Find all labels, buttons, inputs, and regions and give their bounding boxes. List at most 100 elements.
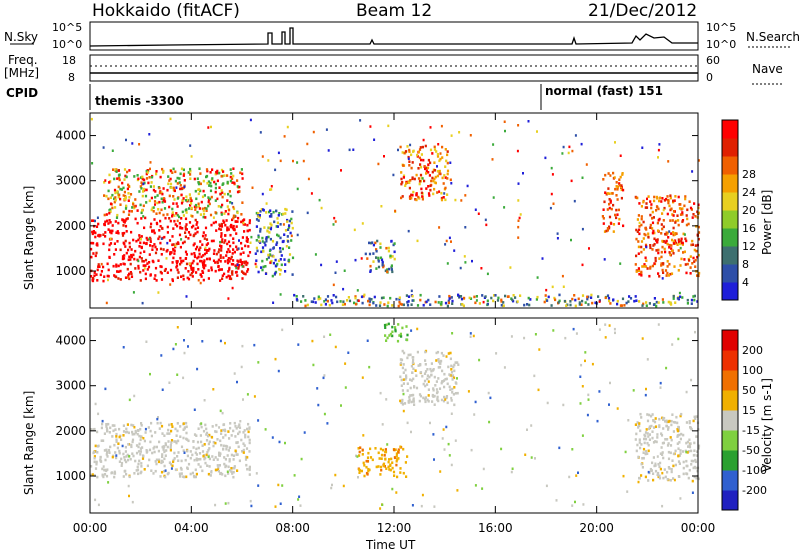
range-cell: [212, 458, 215, 461]
range-cell: [447, 299, 450, 303]
range-cell: [258, 216, 261, 219]
range-cell: [232, 259, 235, 262]
range-cell: [145, 201, 148, 204]
range-cell: [440, 359, 443, 363]
range-cell: [190, 214, 193, 217]
range-cell: [646, 432, 649, 435]
range-cell: [173, 457, 176, 460]
range-cell: [237, 432, 240, 436]
range-cell: [154, 274, 157, 277]
range-cell: [169, 448, 172, 452]
range-cell: [614, 213, 617, 217]
range-cell: [177, 451, 180, 454]
range-cell: [200, 200, 203, 204]
range-cell: [690, 302, 693, 305]
range-cell: [231, 286, 234, 290]
range-cell: [413, 177, 416, 181]
range-cell: [219, 192, 222, 196]
range-cell: [245, 236, 248, 239]
range-cell: [433, 403, 436, 406]
range-cell: [419, 394, 422, 398]
range-cell: [394, 328, 397, 332]
range-cell: [361, 453, 364, 456]
range-cell: [96, 244, 99, 247]
range-cell: [680, 412, 683, 416]
range-cell: [244, 244, 247, 248]
range-cell: [432, 388, 435, 392]
range-cell: [407, 295, 411, 298]
range-cell: [662, 219, 665, 222]
range-cell: [335, 260, 338, 263]
range-cell: [310, 192, 313, 195]
range-cell: [424, 350, 427, 354]
range-cell: [205, 431, 209, 435]
range-cell: [450, 399, 453, 402]
velocity-colorbar-label: Velocity [m s-1]: [760, 378, 774, 472]
range-cell: [676, 243, 679, 246]
range-cell: [640, 462, 643, 466]
range-cell: [610, 207, 613, 211]
range-cell: [399, 302, 402, 306]
range-cell: [636, 421, 639, 424]
range-cell: [125, 217, 128, 221]
range-cell: [282, 223, 285, 226]
range-cell: [92, 219, 95, 222]
range-cell: [137, 450, 141, 453]
range-cell: [660, 255, 663, 259]
range-cell: [586, 413, 589, 417]
range-cell: [110, 231, 113, 235]
range-cell: [438, 387, 442, 390]
range-cell: [221, 411, 224, 415]
range-cell: [640, 223, 643, 227]
range-cell: [647, 232, 650, 236]
range-cell: [181, 241, 185, 245]
range-cell: [263, 241, 266, 244]
range-cell: [304, 304, 307, 308]
range-cell: [434, 300, 437, 304]
range-cell: [353, 301, 356, 305]
range-cell: [667, 300, 670, 304]
range-cell: [143, 178, 146, 182]
range-cell: [240, 438, 243, 442]
range-cell: [667, 160, 670, 163]
range-cell: [316, 387, 319, 390]
range-cell: [377, 451, 380, 455]
range-cell: [295, 298, 298, 301]
range-cell: [450, 371, 454, 374]
range-cell: [248, 450, 251, 453]
range-cell: [220, 443, 223, 447]
range-cell: [379, 447, 382, 451]
range-cell: [224, 429, 227, 433]
range-cell: [195, 453, 198, 456]
range-cell: [437, 358, 440, 361]
range-cell: [192, 243, 195, 247]
range-cell: [109, 221, 112, 224]
range-cell: [673, 265, 676, 268]
range-cell: [429, 367, 432, 371]
range-cell: [228, 277, 231, 280]
range-cell: [420, 158, 423, 162]
range-cell: [412, 359, 415, 362]
range-cell: [396, 475, 399, 479]
range-cell: [608, 299, 611, 303]
range-cell: [201, 340, 204, 343]
range-cell: [131, 206, 134, 209]
range-cell: [409, 386, 412, 390]
range-cell: [232, 248, 235, 251]
range-cell: [500, 300, 503, 303]
range-cell: [648, 274, 651, 278]
range-cell: [124, 224, 128, 228]
range-cell: [452, 376, 456, 380]
range-cell: [251, 186, 254, 189]
range-cell: [173, 249, 176, 253]
range-cell: [421, 374, 424, 378]
range-cell: [417, 177, 421, 180]
range-cell: [661, 453, 664, 456]
range-cell: [90, 428, 93, 431]
range-cell: [646, 267, 649, 270]
range-cell: [405, 294, 408, 297]
range-cell: [375, 248, 378, 251]
range-cell: [690, 378, 693, 382]
range-cell: [572, 327, 575, 331]
range-cell: [148, 176, 151, 179]
